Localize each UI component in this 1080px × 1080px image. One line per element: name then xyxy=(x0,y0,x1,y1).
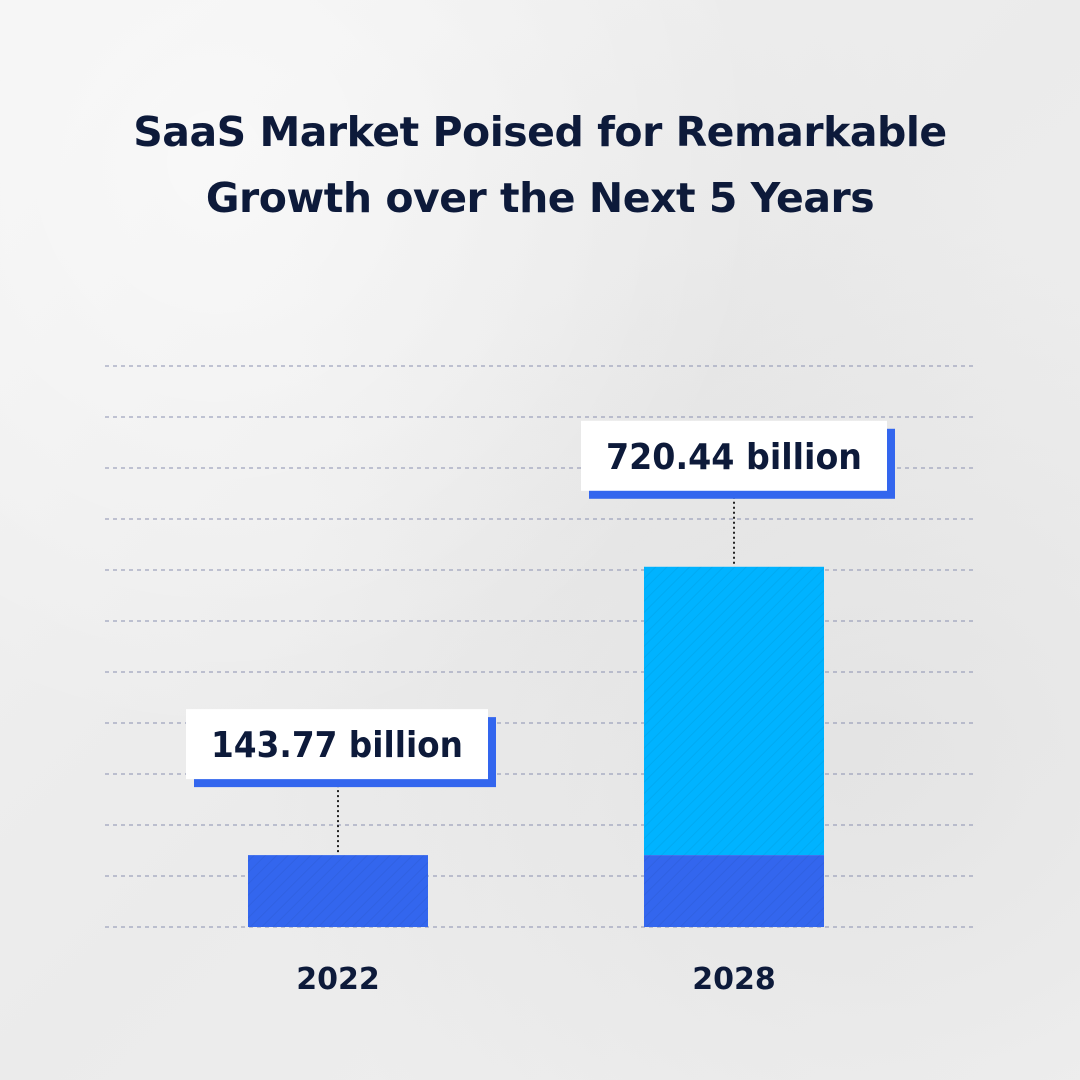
bar-texture xyxy=(248,855,428,927)
title-line-2: Growth over the Next 5 Years xyxy=(205,173,875,222)
x-tick-2022: 2022 xyxy=(296,962,380,997)
label-box xyxy=(581,420,887,491)
bars xyxy=(248,566,824,927)
data-label-2028: 720.44 billion xyxy=(606,437,862,478)
x-tick-2028: 2028 xyxy=(692,962,776,997)
data-labels: 143.77 billion 720.44 billion xyxy=(186,420,895,856)
bar-texture xyxy=(644,566,824,927)
x-axis-ticks: 2022 2028 xyxy=(296,962,776,997)
label-box xyxy=(186,709,488,780)
title-line-1: SaaS Market Poised for Remarkable xyxy=(133,108,947,156)
chart-title: SaaS Market Poised for Remarkable Growth… xyxy=(60,100,1020,231)
data-label-2022: 143.77 billion xyxy=(211,725,463,766)
